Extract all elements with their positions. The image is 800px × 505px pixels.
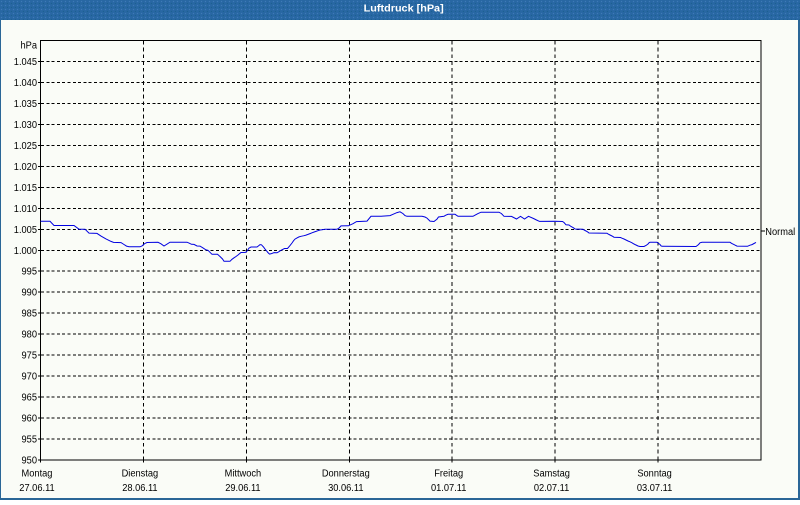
svg-text:29.06.11: 29.06.11 — [225, 483, 261, 494]
svg-text:995: 995 — [22, 267, 38, 278]
svg-text:30.06.11: 30.06.11 — [328, 483, 364, 494]
svg-text:03.07.11: 03.07.11 — [637, 483, 673, 494]
svg-text:27.06.11: 27.06.11 — [19, 483, 55, 494]
svg-text:985: 985 — [22, 309, 38, 320]
svg-text:1.005: 1.005 — [14, 225, 38, 236]
svg-text:955: 955 — [22, 435, 38, 446]
svg-text:1.045: 1.045 — [14, 57, 38, 68]
svg-text:1.015: 1.015 — [14, 183, 38, 194]
svg-text:Sonntag: Sonntag — [637, 469, 672, 480]
svg-text:28.06.11: 28.06.11 — [122, 483, 158, 494]
svg-text:1.040: 1.040 — [14, 78, 38, 89]
svg-text:1.010: 1.010 — [14, 204, 38, 215]
svg-text:1.035: 1.035 — [14, 99, 38, 110]
svg-text:1.020: 1.020 — [14, 162, 38, 173]
svg-text:970: 970 — [22, 372, 38, 383]
svg-text:975: 975 — [22, 351, 38, 362]
svg-text:Donnerstag: Donnerstag — [322, 469, 370, 480]
svg-text:Luftdruck [hPa]: Luftdruck [hPa] — [364, 3, 444, 15]
svg-text:990: 990 — [22, 288, 38, 299]
svg-text:02.07.11: 02.07.11 — [534, 483, 570, 494]
svg-text:Montag: Montag — [22, 469, 53, 480]
svg-text:1.025: 1.025 — [14, 141, 38, 152]
svg-text:1.030: 1.030 — [14, 120, 38, 131]
svg-text:980: 980 — [22, 330, 38, 341]
svg-text:1.000: 1.000 — [14, 246, 38, 257]
svg-text:960: 960 — [22, 414, 38, 425]
svg-text:950: 950 — [22, 456, 38, 467]
svg-text:Samstag: Samstag — [533, 469, 570, 480]
svg-text:Mittwoch: Mittwoch — [225, 469, 262, 480]
svg-text:hPa: hPa — [21, 40, 38, 51]
svg-text:Dienstag: Dienstag — [122, 469, 159, 480]
svg-text:965: 965 — [22, 393, 38, 404]
svg-text:Normal: Normal — [765, 227, 795, 238]
svg-text:Freitag: Freitag — [434, 469, 463, 480]
svg-text:01.07.11: 01.07.11 — [431, 483, 467, 494]
